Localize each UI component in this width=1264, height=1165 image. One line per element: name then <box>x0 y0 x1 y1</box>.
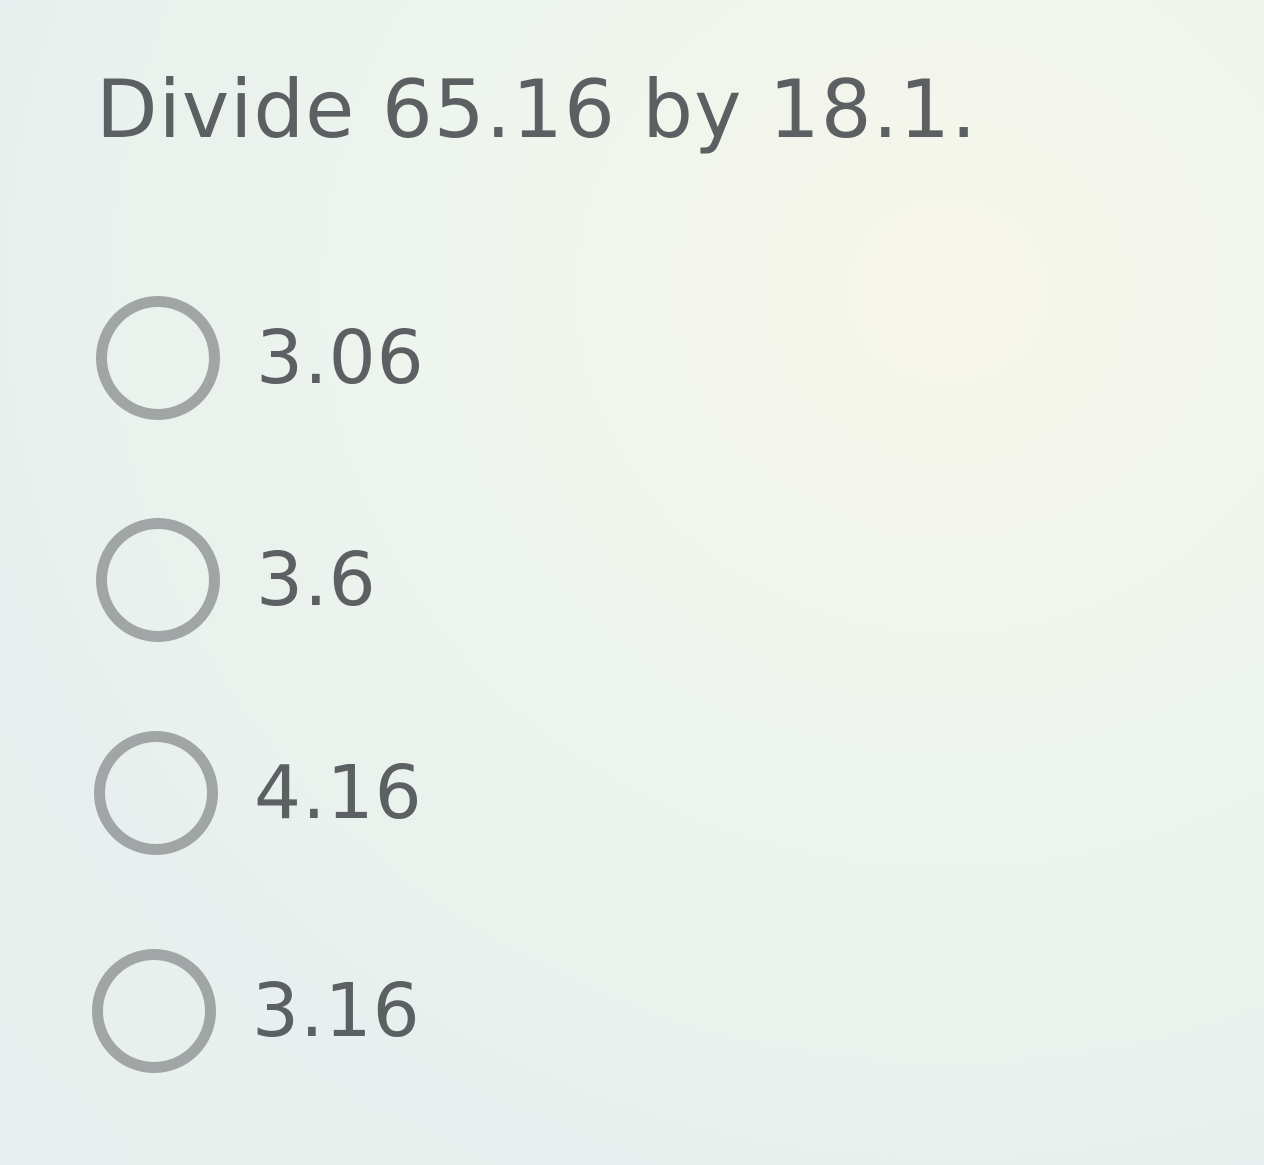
option-label: 4.16 <box>254 750 423 836</box>
option-3-16[interactable]: 3.16 <box>92 949 421 1073</box>
radio-button[interactable] <box>92 949 216 1073</box>
option-3-06[interactable]: 3.06 <box>96 296 425 420</box>
radio-button[interactable] <box>94 731 218 855</box>
radio-button[interactable] <box>96 296 220 420</box>
option-label: 3.06 <box>256 315 425 401</box>
option-3-6[interactable]: 3.6 <box>96 518 377 642</box>
option-4-16[interactable]: 4.16 <box>94 731 423 855</box>
question-text: Divide 65.16 by 18.1. <box>96 63 978 156</box>
option-label: 3.16 <box>252 968 421 1054</box>
option-label: 3.6 <box>256 537 377 623</box>
radio-button[interactable] <box>96 518 220 642</box>
